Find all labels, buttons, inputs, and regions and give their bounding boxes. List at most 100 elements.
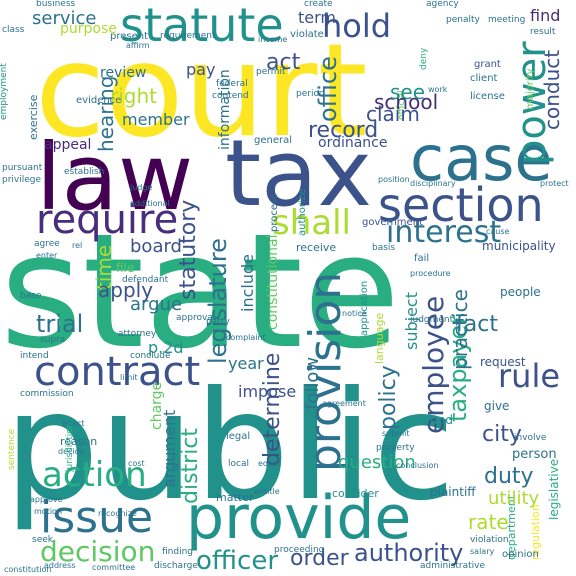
word: affirm xyxy=(126,41,150,50)
word: complaint xyxy=(226,333,266,342)
word: grant xyxy=(474,59,501,70)
word: position xyxy=(378,175,410,184)
word: authority xyxy=(354,539,464,567)
word: conclude xyxy=(130,351,171,361)
word: submit xyxy=(382,429,410,438)
word: authorize xyxy=(297,188,308,236)
word: act xyxy=(266,50,301,75)
word: board xyxy=(130,236,182,257)
word: seek xyxy=(32,535,53,545)
word: discharge xyxy=(154,561,198,571)
word: proceeding xyxy=(274,545,325,555)
word: question xyxy=(338,452,416,473)
word: court xyxy=(35,17,368,166)
word: find xyxy=(530,6,561,25)
word: fact xyxy=(456,312,498,337)
word: rel xyxy=(72,241,83,250)
word: utility xyxy=(488,488,540,509)
word: service xyxy=(32,8,97,29)
word: case xyxy=(410,122,553,195)
word: property xyxy=(376,443,415,453)
word: public xyxy=(4,360,456,534)
word: requirement xyxy=(160,31,216,41)
word: charge xyxy=(149,381,165,430)
word: rate xyxy=(468,510,509,534)
word: supra xyxy=(40,335,66,345)
word: reason xyxy=(60,435,98,448)
word: term xyxy=(298,8,336,27)
word: exercise xyxy=(27,94,40,140)
word: entitle xyxy=(254,487,280,496)
word: issue xyxy=(40,492,154,543)
word: finding xyxy=(162,547,194,557)
word: involve xyxy=(514,433,547,443)
word: income xyxy=(258,35,288,44)
word: year xyxy=(228,354,264,373)
word: file xyxy=(116,261,135,275)
word: penalty xyxy=(446,15,480,25)
word: conduct xyxy=(540,49,564,130)
word: establish xyxy=(64,167,105,177)
word: enter xyxy=(36,251,58,260)
word: order xyxy=(290,546,349,571)
word: record xyxy=(308,118,379,143)
word: violation xyxy=(470,535,509,545)
word: provide xyxy=(186,483,412,553)
word: legal xyxy=(226,431,251,442)
word: address xyxy=(44,561,76,570)
word: right xyxy=(110,84,157,108)
word: majority xyxy=(525,68,536,111)
word: limit xyxy=(120,373,138,382)
word: process xyxy=(269,193,280,232)
word: legislature xyxy=(204,238,232,364)
word: request xyxy=(480,355,526,369)
word: section xyxy=(378,178,544,232)
word: general xyxy=(254,135,293,146)
word: present xyxy=(110,31,149,42)
word: deny xyxy=(419,47,429,70)
word: recognize xyxy=(98,509,137,518)
word: decision xyxy=(40,535,156,568)
word: matter xyxy=(216,491,254,504)
word: purpose xyxy=(60,21,117,37)
word: permit xyxy=(256,67,286,77)
word: p.2d xyxy=(148,338,184,357)
word: local xyxy=(228,459,249,469)
word: policy xyxy=(376,365,401,430)
word: contend xyxy=(212,91,249,101)
word: create xyxy=(304,0,333,9)
word: administrative xyxy=(420,561,486,571)
word: fund xyxy=(426,413,454,427)
word: notice xyxy=(342,309,367,318)
word: hold xyxy=(322,7,392,45)
word: tax xyxy=(225,120,372,227)
word: member xyxy=(122,110,190,129)
word: conclusion xyxy=(396,461,439,470)
word: license xyxy=(470,91,505,102)
word: give xyxy=(484,399,510,413)
word: school xyxy=(374,90,439,114)
word: additional xyxy=(130,199,170,208)
word: statute xyxy=(120,0,284,52)
word: shall xyxy=(272,203,351,243)
word: consider xyxy=(332,487,379,500)
word: client xyxy=(470,73,498,84)
word: defendant xyxy=(122,275,169,285)
word: meeting xyxy=(488,15,526,25)
word: decide xyxy=(58,447,85,456)
word: approval xyxy=(176,313,216,323)
word: constitutional xyxy=(265,234,281,330)
word: follow xyxy=(302,356,323,410)
word: class xyxy=(2,25,25,35)
word: see xyxy=(390,80,426,104)
word: ordinance xyxy=(318,135,388,151)
word: base xyxy=(20,291,42,301)
word: enact xyxy=(62,419,85,428)
word: district xyxy=(178,427,203,504)
word: procedure xyxy=(410,269,451,278)
word: language xyxy=(373,312,386,364)
word: action xyxy=(42,455,147,495)
word: disciplinary xyxy=(410,179,456,188)
word: municipality xyxy=(482,239,556,253)
